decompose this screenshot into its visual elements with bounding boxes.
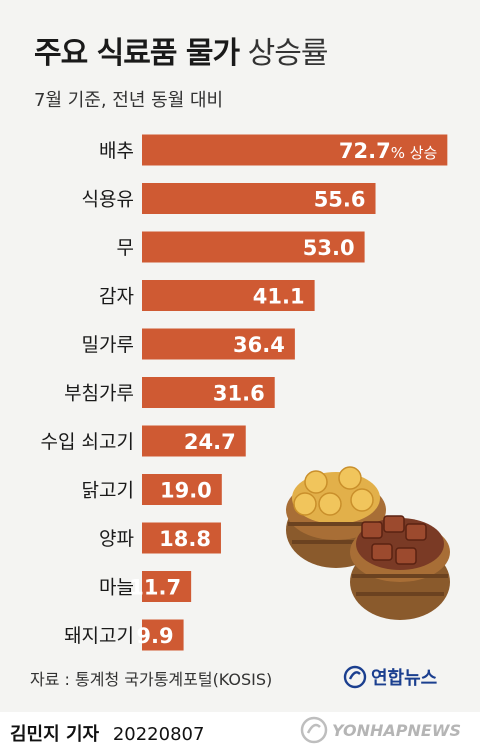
byline: 김민지 기자 20220807 — [10, 720, 204, 746]
food-baskets-illustration — [286, 466, 450, 620]
value-label: 41.1 — [253, 285, 305, 309]
author: 김민지 기자 — [10, 724, 100, 745]
yonhap-logo-icon — [343, 665, 367, 689]
value-label: 18.8 — [159, 527, 211, 551]
bar — [142, 183, 376, 214]
food-item — [304, 470, 328, 494]
value-label: 11.7 — [129, 576, 181, 600]
category-label: 부침가루 — [64, 383, 134, 405]
bar — [142, 474, 222, 505]
value-label: 55.6 — [314, 188, 366, 212]
category-label: 돼지고기 — [64, 625, 134, 647]
bar — [142, 619, 184, 651]
bar — [142, 377, 275, 408]
title-suffix: 상승률 — [247, 36, 329, 71]
food-item — [383, 515, 405, 533]
basket-band — [292, 540, 380, 544]
bar — [142, 571, 192, 602]
category-label: 식용유 — [82, 189, 134, 211]
food-item — [395, 547, 417, 565]
category-label: 감자 — [99, 286, 134, 308]
category-label: 무 — [117, 237, 134, 259]
watermark: YONHAPNEWS — [300, 716, 461, 744]
food-item — [361, 521, 383, 539]
source-note: 자료 : 통계청 국가통계포털(KOSIS) — [30, 670, 273, 689]
bar — [142, 425, 246, 457]
watermark-logo-icon — [300, 716, 328, 744]
food-item — [350, 488, 374, 512]
agency-name: 연합뉴스 — [371, 668, 438, 689]
infographic-card: 주요 식료품 물가 상승률 7월 기준, 전년 동월 대비 배추 72.7% 상승… — [30, 28, 450, 690]
value-label: 9.9 — [136, 624, 173, 648]
category-label: 닭고기 — [82, 480, 134, 502]
agency-logo: 연합뉴스 — [343, 664, 437, 690]
subtitle: 7월 기준, 전년 동월 대비 — [34, 90, 224, 111]
publish-date: 20220807 — [112, 724, 205, 745]
bar — [142, 522, 221, 554]
value-label: 24.7 — [184, 430, 236, 454]
basket-band — [288, 522, 384, 526]
footer-bar: 김민지 기자 20220807 YONHAPNEWS — [0, 712, 480, 750]
value-label: 36.4 — [233, 333, 285, 357]
bar — [142, 134, 448, 166]
category-label: 양파 — [99, 528, 134, 550]
category-label: 수입 쇠고기 — [41, 431, 134, 453]
watermark-text: YONHAPNEWS — [332, 720, 461, 740]
food-item — [293, 492, 317, 516]
value-label: 53.0 — [303, 236, 355, 260]
title-main: 주요 식료품 물가 — [34, 36, 240, 71]
food-item — [338, 466, 362, 490]
category-label: 마늘 — [99, 577, 134, 599]
value-label: 19.0 — [160, 479, 212, 503]
basket-band — [356, 592, 444, 596]
category-label: 밀가루 — [82, 334, 134, 356]
basket-band — [352, 574, 448, 578]
food-item — [318, 492, 342, 516]
value-label: 31.6 — [213, 382, 265, 406]
page-title: 주요 식료품 물가 상승률 — [34, 28, 329, 72]
bar — [142, 231, 365, 263]
category-label: 배추 — [99, 140, 134, 162]
bar — [142, 280, 315, 311]
food-item — [371, 543, 393, 561]
bar — [142, 328, 295, 360]
food-item — [405, 523, 427, 541]
